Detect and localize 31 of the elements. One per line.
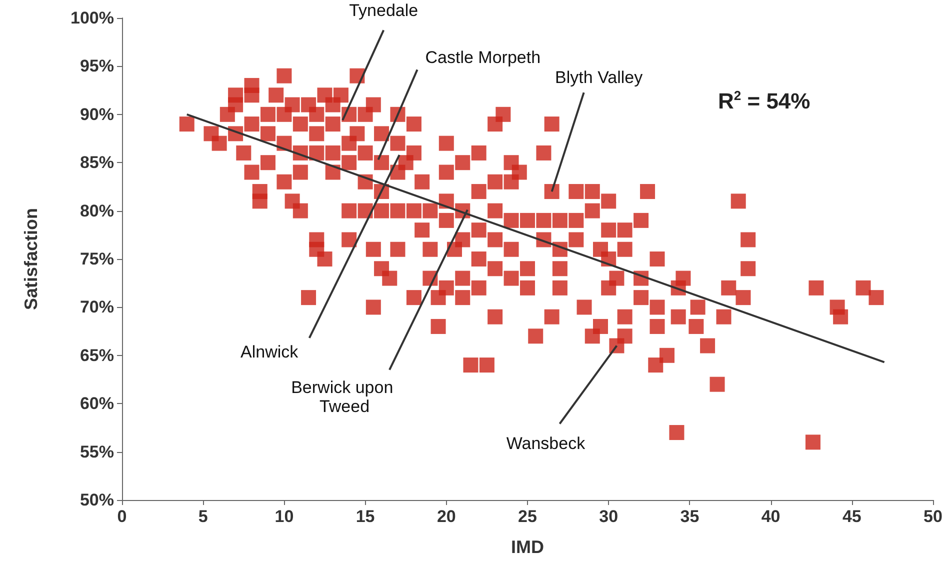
y-tick-label: 95% bbox=[80, 56, 114, 76]
x-tick-label: 15 bbox=[356, 507, 375, 526]
y-tick-label: 65% bbox=[80, 346, 114, 365]
x-tick-label: 25 bbox=[518, 507, 537, 526]
y-tick-label: 100% bbox=[70, 8, 114, 28]
annotation: Alnwick bbox=[240, 342, 299, 362]
y-tick-label: 60% bbox=[80, 394, 114, 414]
annotation: Wansbeck bbox=[506, 434, 586, 453]
x-tick-label: 5 bbox=[198, 507, 208, 526]
x-tick-label: 0 bbox=[117, 507, 127, 526]
x-tick-label: 40 bbox=[761, 507, 780, 526]
x-tick-label: 20 bbox=[436, 507, 456, 526]
x-axis-title: IMD bbox=[511, 537, 544, 557]
x-tick-label: 50 bbox=[924, 507, 942, 526]
y-tick-label: 90% bbox=[80, 104, 114, 124]
y-axis-title: Satisfaction bbox=[21, 208, 41, 310]
annotation: Castle Morpeth bbox=[425, 48, 541, 68]
x-tick-label: 30 bbox=[599, 507, 618, 526]
y-tick-label: 80% bbox=[80, 201, 114, 220]
annotation: R$^{2}$ = 54% bbox=[718, 88, 810, 114]
y-tick-label: 75% bbox=[80, 250, 114, 268]
y-tick-label: 70% bbox=[80, 298, 114, 317]
annotation: Berwick upon Tweed bbox=[291, 378, 398, 416]
x-tick-label: 10 bbox=[274, 507, 294, 526]
y-tick-label: 55% bbox=[80, 442, 114, 462]
x-tick-label: 45 bbox=[842, 507, 862, 526]
y-tick-label: 50% bbox=[80, 490, 114, 510]
annotation: Blyth Valley bbox=[555, 68, 644, 88]
y-tick-label: 85% bbox=[80, 153, 114, 172]
x-tick-label: 35 bbox=[680, 507, 700, 526]
annotation: Tynedale bbox=[349, 1, 418, 20]
